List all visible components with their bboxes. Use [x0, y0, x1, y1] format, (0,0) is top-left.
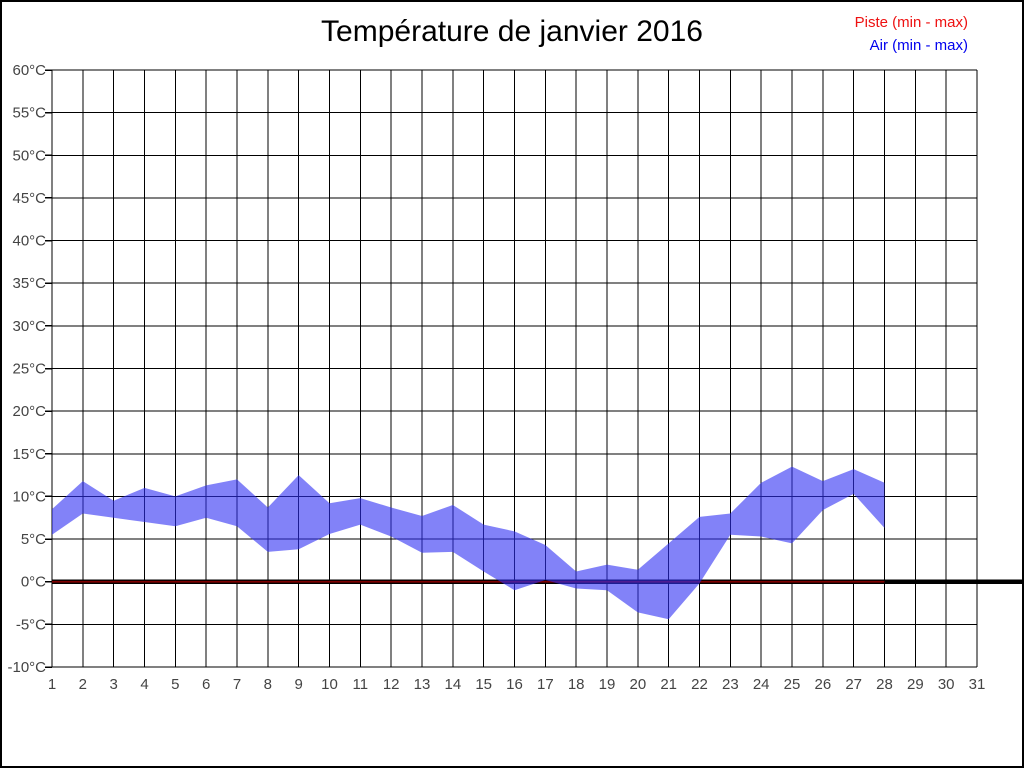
grid — [51, 69, 978, 668]
y-tick-label: 30°C — [12, 318, 46, 335]
chart-title: Température de janvier 2016 — [321, 15, 703, 48]
y-tick-label: 45°C — [12, 190, 46, 207]
y-tick-label: 15°C — [12, 446, 46, 463]
x-tick-label: 30 — [938, 676, 955, 693]
x-tick-label: 1 — [48, 676, 56, 693]
legend-item-air: Air (min - max) — [869, 37, 968, 54]
y-tick-label: 5°C — [21, 531, 46, 548]
x-tick-label: 16 — [506, 676, 523, 693]
y-tick-label: 25°C — [12, 361, 46, 378]
x-tick-label: 6 — [202, 676, 210, 693]
legend: Piste (min - max) Air (min - max) — [855, 11, 968, 57]
y-tick-label: 10°C — [12, 488, 46, 505]
x-tick-label: 13 — [414, 676, 431, 693]
x-axis-labels: 1 2 3 4 5 6 7 8 9 10 11 12 13 14 15 16 17 18 19 20 21 22 23 24 2… — [48, 676, 986, 693]
x-tick-label: 29 — [907, 676, 924, 693]
y-tick-label: -5°C — [16, 616, 46, 633]
y-tick-label: 0°C — [21, 574, 46, 591]
x-tick-label: 9 — [294, 676, 302, 693]
air-band — [52, 466, 885, 620]
x-tick-label: 22 — [691, 676, 708, 693]
y-axis-ticks — [45, 69, 52, 668]
x-tick-label: 24 — [753, 676, 770, 693]
x-tick-label: 28 — [876, 676, 893, 693]
x-tick-label: 18 — [568, 676, 585, 693]
y-tick-label: 20°C — [12, 403, 46, 420]
x-tick-label: 17 — [537, 676, 554, 693]
x-tick-label: 14 — [444, 676, 461, 693]
x-tick-label: 31 — [969, 676, 986, 693]
x-tick-label: 11 — [353, 676, 369, 693]
x-tick-label: 20 — [629, 676, 646, 693]
x-tick-label: 21 — [660, 676, 677, 693]
x-tick-label: 25 — [784, 676, 801, 693]
x-tick-label: 19 — [599, 676, 616, 693]
x-tick-label: 5 — [171, 676, 179, 693]
x-tick-label: 23 — [722, 676, 739, 693]
y-tick-label: 40°C — [12, 233, 46, 250]
y-tick-label: -10°C — [7, 659, 46, 676]
x-tick-label: 7 — [233, 676, 241, 693]
legend-item-piste: Piste (min - max) — [854, 14, 968, 31]
x-tick-label: 8 — [264, 676, 272, 693]
y-tick-label: 50°C — [12, 147, 46, 164]
x-tick-label: 12 — [383, 676, 400, 693]
x-tick-label: 27 — [845, 676, 862, 693]
x-tick-label: 4 — [140, 676, 148, 693]
y-tick-label: 60°C — [12, 62, 46, 79]
x-tick-label: 26 — [814, 676, 831, 693]
x-tick-label: 10 — [321, 676, 338, 693]
y-tick-label: 35°C — [12, 275, 46, 292]
x-tick-label: 15 — [475, 676, 492, 693]
x-tick-label: 2 — [79, 676, 87, 693]
y-axis-labels: 60°C 55°C 50°C 45°C 40°C 35°C 30°C 25°C 20°C 15°C… — [7, 62, 46, 676]
x-tick-label: 3 — [109, 676, 117, 693]
y-tick-label: 55°C — [12, 105, 46, 122]
